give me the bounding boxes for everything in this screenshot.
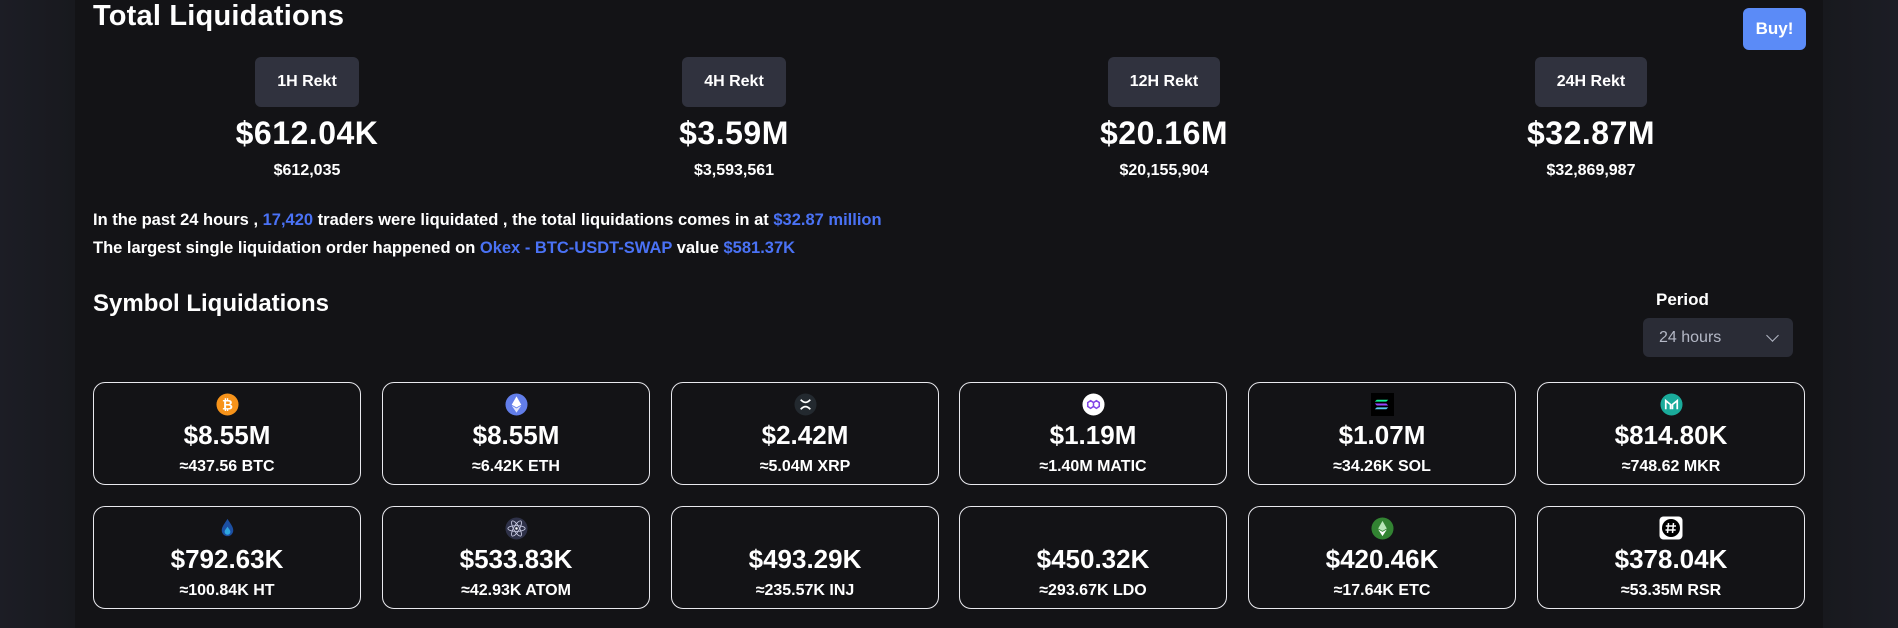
section-title: Symbol Liquidations xyxy=(93,290,330,317)
rsr-icon xyxy=(1659,516,1683,540)
symbol-card-eth[interactable]: $8.55M ≈6.42K ETH xyxy=(382,382,650,485)
rekt-badge[interactable]: 12H Rekt xyxy=(1107,57,1221,107)
symbol-card-rsr[interactable]: $378.04K ≈53.35M RSR xyxy=(1537,506,1805,609)
rekt-amount-short: $32.87M xyxy=(1526,115,1656,151)
summary-text: traders were liquidated , the total liqu… xyxy=(313,211,774,229)
symbol-value: $450.32K xyxy=(1036,544,1150,574)
symbol-value: $792.63K xyxy=(170,544,284,574)
symbol-amount: ≈437.56 BTC xyxy=(179,458,275,475)
summary-line-traders: In the past 24 hours , 17,420 traders we… xyxy=(93,211,882,230)
rekt-1h: 1H Rekt $612.04K $612,035 xyxy=(157,57,457,181)
inj-icon xyxy=(793,516,817,540)
summary-text: The largest single liquidation order hap… xyxy=(93,239,480,257)
symbol-amount: ≈235.57K INJ xyxy=(755,582,855,599)
rekt-24h: 24H Rekt $32.87M $32,869,987 xyxy=(1441,57,1741,181)
symbol-amount: ≈6.42K ETH xyxy=(472,458,560,475)
symbol-value: $493.29K xyxy=(748,544,862,574)
largest-order-value: $581.37K xyxy=(723,239,796,257)
btc-icon: ₿ xyxy=(215,392,239,416)
rekt-amount-full: $20,155,904 xyxy=(1119,162,1209,179)
symbol-card-inj[interactable]: $493.29K ≈235.57K INJ xyxy=(671,506,939,609)
symbol-amount: ≈34.26K SOL xyxy=(1333,458,1431,475)
summary-text: In the past 24 hours , xyxy=(93,211,263,229)
mkr-icon xyxy=(1659,392,1683,416)
rekt-amount-full: $612,035 xyxy=(273,162,341,179)
symbol-amount: ≈53.35M RSR xyxy=(1620,582,1722,599)
ldo-icon xyxy=(1081,516,1105,540)
matic-icon xyxy=(1081,392,1105,416)
symbol-value: $2.42M xyxy=(761,420,849,450)
buy-button[interactable]: Buy! xyxy=(1743,8,1806,50)
period-value: 24 hours xyxy=(1659,328,1722,346)
period-select[interactable]: 24 hours xyxy=(1643,318,1793,357)
svg-text:₿: ₿ xyxy=(222,398,233,413)
total-liquidation-amount: $32.87 million xyxy=(773,211,882,229)
sol-icon xyxy=(1370,392,1394,416)
symbol-amount: ≈42.93K ATOM xyxy=(461,582,571,599)
rekt-4h: 4H Rekt $3.59M $3,593,561 xyxy=(584,57,884,181)
symbol-card-xrp[interactable]: $2.42M ≈5.04M XRP xyxy=(671,382,939,485)
symbol-value: $8.55M xyxy=(472,420,560,450)
symbol-card-etc[interactable]: $420.46K ≈17.64K ETC xyxy=(1248,506,1516,609)
symbol-amount: ≈1.40M MATIC xyxy=(1039,458,1147,475)
symbol-amount: ≈748.62 MKR xyxy=(1621,458,1721,475)
atom-icon xyxy=(504,516,528,540)
symbol-amount: ≈17.64K ETC xyxy=(1333,582,1431,599)
trader-count: 17,420 xyxy=(262,211,314,229)
symbol-amount: ≈293.67K LDO xyxy=(1039,582,1147,599)
largest-order-link[interactable]: Okex - BTC-USDT-SWAP xyxy=(479,239,673,257)
symbol-card-mkr[interactable]: $814.80K ≈748.62 MKR xyxy=(1537,382,1805,485)
rekt-amount-full: $32,869,987 xyxy=(1546,162,1636,179)
symbol-amount: ≈100.84K HT xyxy=(179,582,275,599)
rekt-amount-short: $20.16M xyxy=(1099,115,1229,151)
rekt-amount-short: $3.59M xyxy=(679,115,789,151)
xrp-icon xyxy=(793,392,817,416)
symbol-value: $1.07M xyxy=(1338,420,1426,450)
rekt-badge[interactable]: 1H Rekt xyxy=(255,57,359,107)
symbol-value: $420.46K xyxy=(1325,544,1439,574)
symbol-card-atom[interactable]: $533.83K ≈42.93K ATOM xyxy=(382,506,650,609)
symbol-value: $814.80K xyxy=(1614,420,1728,450)
symbol-card-btc[interactable]: ₿ $8.55M ≈437.56 BTC xyxy=(93,382,361,485)
symbol-card-sol[interactable]: $1.07M ≈34.26K SOL xyxy=(1248,382,1516,485)
rekt-badge[interactable]: 4H Rekt xyxy=(682,57,786,107)
symbol-value: $1.19M xyxy=(1049,420,1137,450)
symbol-card-ldo[interactable]: $450.32K ≈293.67K LDO xyxy=(959,506,1227,609)
ht-icon xyxy=(215,516,239,540)
symbol-card-ht[interactable]: $792.63K ≈100.84K HT xyxy=(93,506,361,609)
eth-icon xyxy=(504,392,528,416)
etc-icon xyxy=(1370,516,1394,540)
symbol-value: $378.04K xyxy=(1614,544,1728,574)
rekt-badge[interactable]: 24H Rekt xyxy=(1534,57,1648,107)
symbol-value: $8.55M xyxy=(183,420,271,450)
symbol-amount: ≈5.04M XRP xyxy=(759,458,851,475)
rekt-12h: 12H Rekt $20.16M $20,155,904 xyxy=(1014,57,1314,181)
main-panel xyxy=(75,0,1823,628)
rekt-amount-full: $3,593,561 xyxy=(693,162,775,179)
page-title: Total Liquidations xyxy=(93,0,345,32)
symbol-card-matic[interactable]: $1.19M ≈1.40M MATIC xyxy=(959,382,1227,485)
summary-line-largest-order: The largest single liquidation order hap… xyxy=(93,239,795,258)
period-label: Period xyxy=(1656,290,1709,309)
chevron-down-icon xyxy=(1766,328,1779,342)
symbol-value: $533.83K xyxy=(459,544,573,574)
rekt-amount-short: $612.04K xyxy=(235,115,379,151)
summary-text: value xyxy=(672,239,724,257)
